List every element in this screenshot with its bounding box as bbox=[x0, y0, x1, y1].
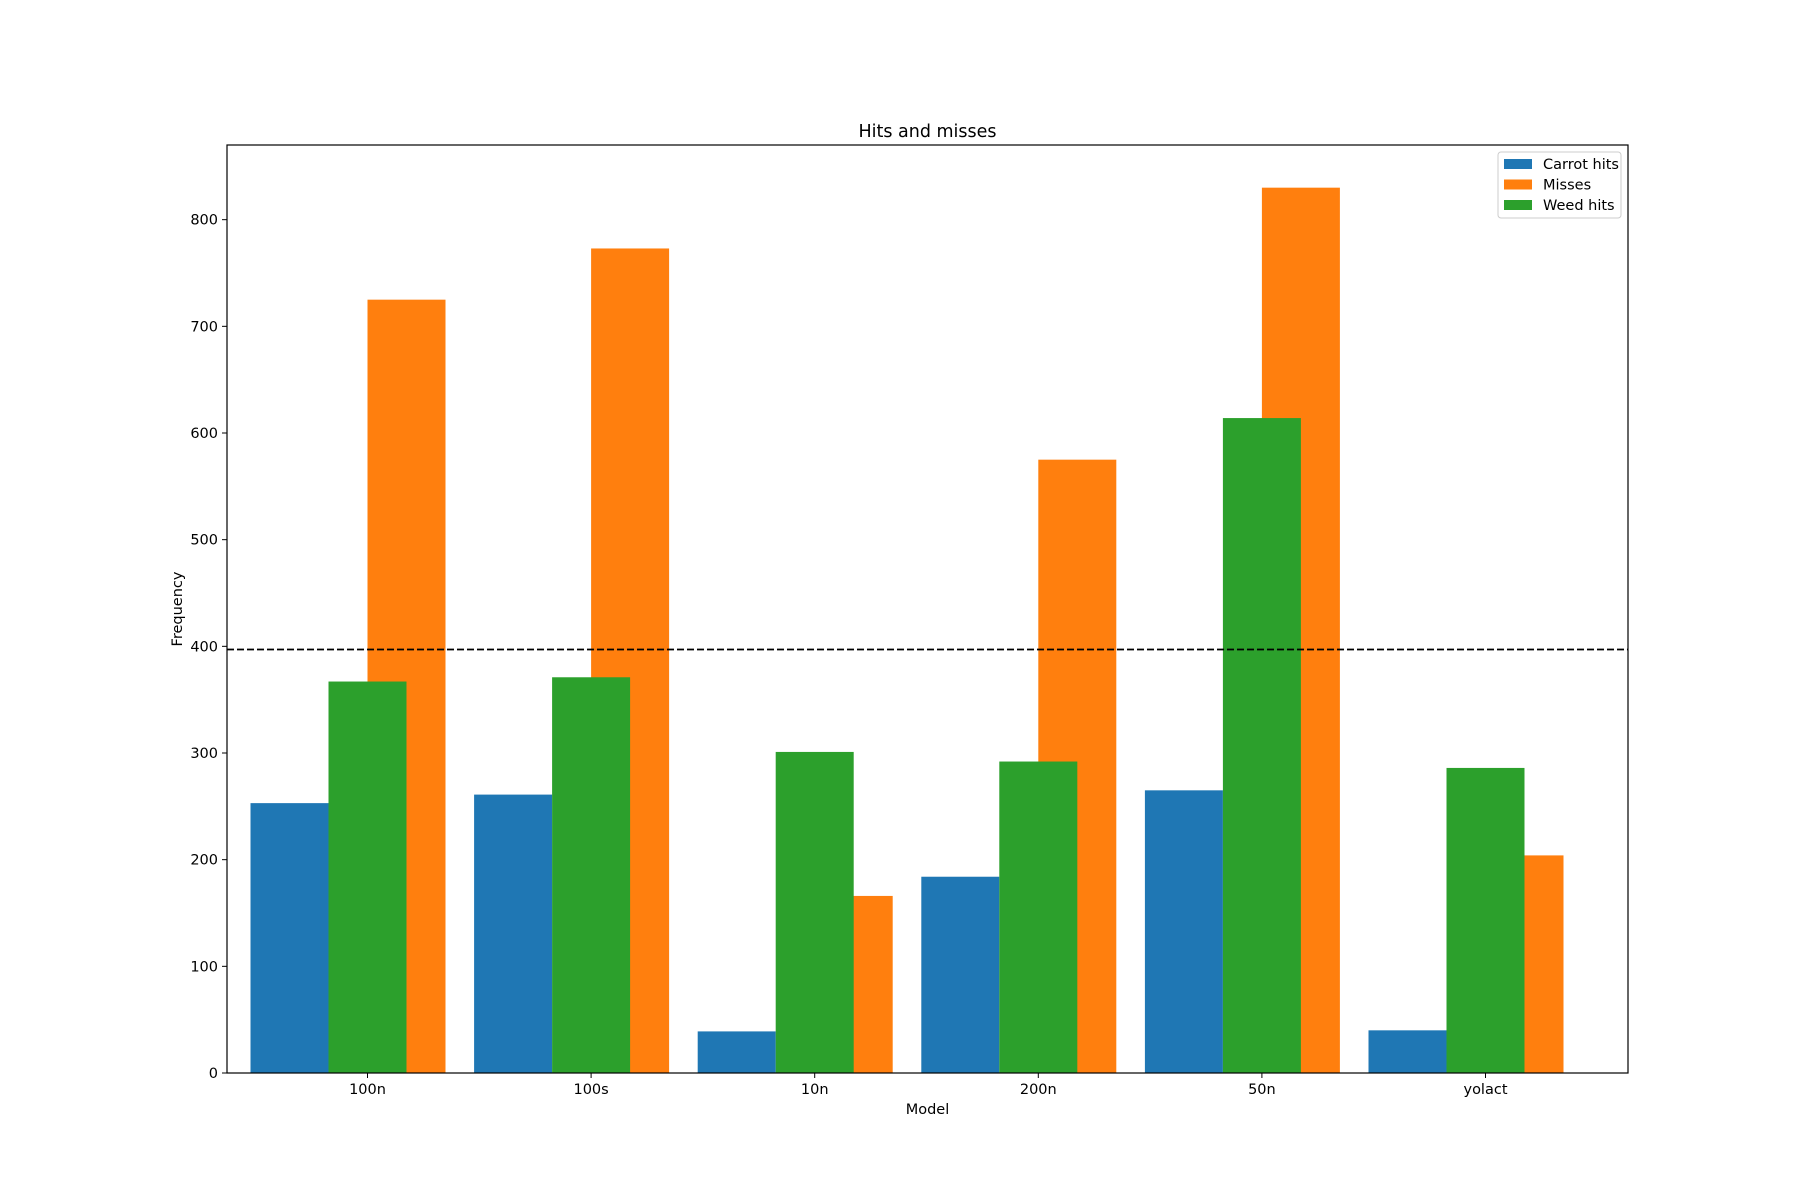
legend-swatch-carrot-hits bbox=[1504, 159, 1532, 169]
legend-label-weed-hits: Weed hits bbox=[1543, 198, 1615, 214]
y-axis: 0 100 200 300 400 500 600 700 800 bbox=[190, 213, 227, 1082]
x-axis: 100n 100s 10n 200n 50n yolact bbox=[349, 1073, 1508, 1098]
bar-weed-hits-100n bbox=[328, 681, 407, 1073]
y-tick-label-400: 400 bbox=[190, 639, 218, 655]
y-tick-label-100: 100 bbox=[190, 959, 218, 975]
y-tick-label-0: 0 bbox=[209, 1066, 218, 1082]
y-tick-label-200: 200 bbox=[190, 853, 218, 869]
bar-carrot-hits-100s bbox=[474, 794, 553, 1073]
x-tick-label-100n: 100n bbox=[349, 1082, 386, 1098]
bar-carrot-hits-10n bbox=[697, 1031, 776, 1073]
x-tick-label-10n: 10n bbox=[801, 1082, 829, 1098]
bar-weed-hits-10n bbox=[775, 751, 854, 1073]
y-tick-label-700: 700 bbox=[190, 319, 218, 335]
bar-weed-hits-200n bbox=[999, 761, 1078, 1073]
x-tick-label-100s: 100s bbox=[573, 1082, 608, 1098]
y-tick-label-600: 600 bbox=[190, 426, 218, 442]
legend-label-misses: Misses bbox=[1543, 178, 1591, 194]
bar-carrot-hits-yolact bbox=[1368, 1030, 1447, 1073]
chart-title: Hits and misses bbox=[858, 122, 996, 142]
bars-layer bbox=[250, 187, 1564, 1074]
x-tick-label-200n: 200n bbox=[1020, 1082, 1057, 1098]
y-axis-label: Frequency bbox=[170, 571, 186, 646]
bar-carrot-hits-100n bbox=[250, 803, 329, 1073]
bar-weed-hits-100s bbox=[552, 677, 631, 1073]
x-tick-label-50n: 50n bbox=[1248, 1082, 1276, 1098]
bar-carrot-hits-50n bbox=[1144, 790, 1223, 1073]
y-tick-label-800: 800 bbox=[190, 213, 218, 229]
legend: Carrot hits Misses Weed hits bbox=[1497, 151, 1622, 219]
legend-items: Carrot hits Misses Weed hits bbox=[1504, 157, 1619, 214]
plot-frame bbox=[226, 144, 1629, 1074]
legend-label-carrot-hits: Carrot hits bbox=[1543, 157, 1619, 173]
x-axis-label: Model bbox=[906, 1102, 950, 1118]
legend-swatch-misses bbox=[1504, 179, 1532, 190]
y-tick-label-500: 500 bbox=[190, 533, 218, 549]
bar-carrot-hits-200n bbox=[921, 876, 1000, 1073]
bar-weed-hits-50n bbox=[1222, 418, 1301, 1073]
x-tick-label-yolact: yolact bbox=[1463, 1082, 1507, 1098]
legend-swatch-weed-hits bbox=[1504, 200, 1532, 210]
bar-weed-hits-yolact bbox=[1446, 767, 1525, 1073]
y-tick-label-300: 300 bbox=[190, 746, 218, 762]
